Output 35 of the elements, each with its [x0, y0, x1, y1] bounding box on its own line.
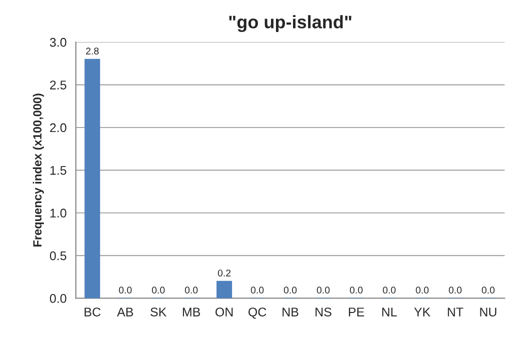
- x-tick-label: NL: [382, 308, 397, 316]
- data-label: 0.0: [448, 286, 462, 294]
- x-tick-label: AB: [117, 308, 133, 316]
- x-tick-label: NU: [480, 308, 496, 316]
- data-label: 0.0: [284, 286, 297, 294]
- data-label: 0.0: [482, 286, 495, 294]
- chart-title: "go up-island": [229, 15, 352, 32]
- x-tick-label: SK: [150, 308, 167, 316]
- y-tick-label: 2.5: [50, 80, 66, 90]
- data-label: 0.0: [316, 286, 330, 294]
- y-axis-title: Frequency index (x100,000): [32, 94, 44, 246]
- data-label: 0.0: [350, 286, 363, 294]
- data-label: 0.0: [416, 286, 429, 294]
- x-tick-label: ON: [216, 308, 233, 316]
- data-label: 0.0: [118, 286, 132, 294]
- data-label: 0.0: [152, 286, 165, 294]
- y-tick-label: 0.0: [50, 294, 66, 303]
- x-tick-label: NT: [448, 308, 464, 316]
- y-tick-label: 2.0: [50, 123, 66, 132]
- data-label: 0.0: [382, 286, 396, 294]
- x-tick-label: YK: [414, 308, 430, 316]
- data-label: 0.2: [218, 270, 231, 276]
- x-tick-label: BC: [84, 308, 101, 316]
- y-tick-label: 0.5: [50, 251, 66, 260]
- x-tick-label: PE: [348, 308, 364, 316]
- x-tick-label: MB: [182, 308, 200, 316]
- x-tick-label: QC: [248, 308, 266, 319]
- data-label: 0.0: [184, 286, 198, 294]
- data-label: 0.0: [250, 286, 264, 294]
- data-label: 2.8: [86, 48, 99, 54]
- x-tick-label: NB: [282, 308, 298, 316]
- x-tick-label: NS: [316, 308, 332, 316]
- y-tick-label: 3.0: [50, 38, 66, 47]
- y-tick-label: 1.0: [50, 208, 66, 218]
- y-tick-label: 1.5: [50, 166, 66, 175]
